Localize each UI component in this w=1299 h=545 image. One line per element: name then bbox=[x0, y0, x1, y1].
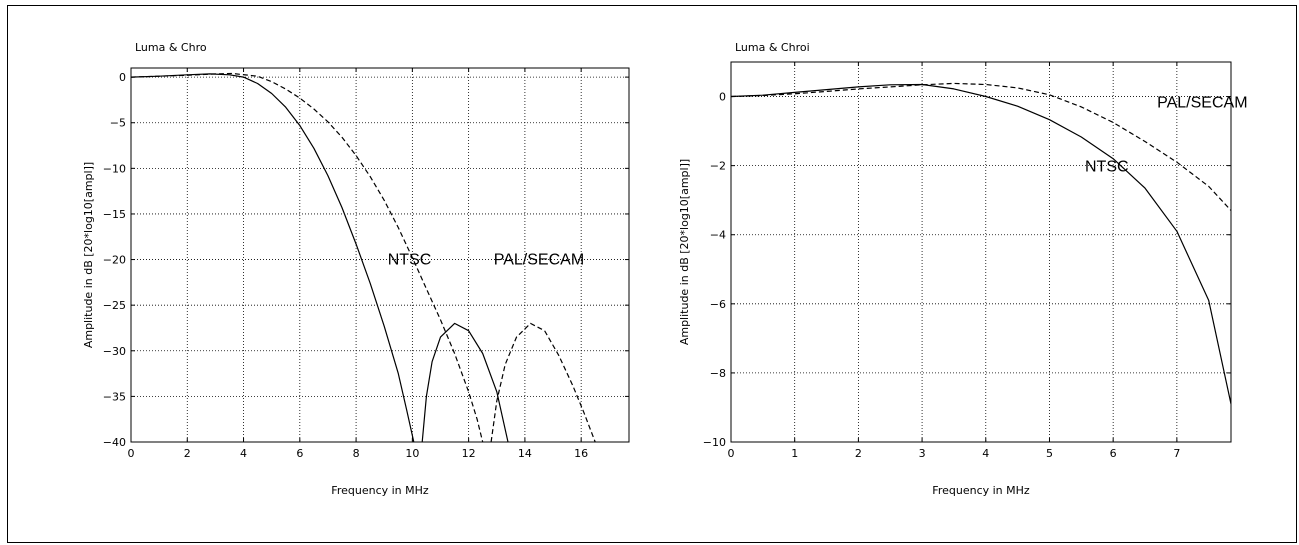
y-tick-label: −25 bbox=[103, 299, 126, 312]
plot-area-border bbox=[730, 61, 1232, 443]
y-tick-label: 0 bbox=[719, 91, 726, 104]
y-tick-label: 0 bbox=[119, 71, 126, 84]
y-tick-label: −40 bbox=[103, 436, 126, 449]
x-tick-label: 6 bbox=[1110, 447, 1117, 460]
x-tick-label: 0 bbox=[128, 447, 135, 460]
y-tick-label: −4 bbox=[710, 229, 726, 242]
y-tick-label: −5 bbox=[110, 117, 126, 130]
x-tick-label: 6 bbox=[296, 447, 303, 460]
x-tick-label: 10 bbox=[405, 447, 419, 460]
y-tick-label: −30 bbox=[103, 345, 126, 358]
x-tick-label: 1 bbox=[791, 447, 798, 460]
y-tick-label: −10 bbox=[703, 436, 726, 449]
y-axis-label: Amplitude in dB [20*log10[ampl]] bbox=[82, 162, 95, 348]
y-axis-label: Amplitude in dB [20*log10[ampl]] bbox=[678, 159, 691, 345]
x-tick-label: 16 bbox=[574, 447, 588, 460]
figure-frame bbox=[7, 5, 1297, 543]
chart-title: Luma & Chro bbox=[135, 41, 207, 54]
y-tick-label: −10 bbox=[103, 162, 126, 175]
chart-1: 0 2 4 6 8 10 12 14 16 0 −5 −10 −15 −20 −25 −30 −35 −40 NTS… bbox=[82, 41, 630, 497]
x-tick-label: 3 bbox=[919, 447, 926, 460]
x-tick-label: 4 bbox=[982, 447, 989, 460]
y-tick-label: −20 bbox=[103, 254, 126, 267]
x-tick-label: 2 bbox=[184, 447, 191, 460]
series-line-pal-secam bbox=[731, 82, 1231, 211]
chart-title: Luma & Chroi bbox=[735, 41, 810, 54]
x-axis-label: Frequency in MHz bbox=[331, 484, 429, 497]
curve-label: PAL/SECAM bbox=[494, 252, 584, 269]
curve-label: PAL/SECAM bbox=[1157, 95, 1247, 112]
plot-area-border bbox=[130, 67, 630, 443]
y-tick-label: −8 bbox=[710, 367, 726, 380]
x-axis-label: Frequency in MHz bbox=[932, 484, 1030, 497]
y-tick-label: −35 bbox=[103, 390, 126, 403]
y-tick-label: −2 bbox=[710, 160, 726, 173]
x-tick-label: 14 bbox=[518, 447, 532, 460]
series-line-ntsc bbox=[731, 83, 1231, 405]
x-tick-label: 8 bbox=[353, 447, 360, 460]
y-tick-label: −6 bbox=[710, 298, 726, 311]
series-line-ntsc bbox=[421, 322, 509, 442]
series-line-pal-secam bbox=[131, 72, 484, 442]
x-tick-label: 7 bbox=[1173, 447, 1180, 460]
x-tick-label: 0 bbox=[728, 447, 735, 460]
chart-2: 0 1 2 3 4 5 6 7 0 −2 −4 −6 −8 −10 NTSC PAL/SECAM Luma & … bbox=[678, 41, 1248, 497]
curve-label: NTSC bbox=[388, 252, 432, 269]
x-tick-label: 12 bbox=[462, 447, 476, 460]
y-tick-label: −15 bbox=[103, 208, 126, 221]
curve-label: NTSC bbox=[1085, 159, 1129, 176]
x-tick-label: 5 bbox=[1046, 447, 1053, 460]
x-tick-label: 4 bbox=[240, 447, 247, 460]
series-line-pal-secam bbox=[490, 322, 596, 442]
x-tick-label: 2 bbox=[855, 447, 862, 460]
series-line-ntsc bbox=[131, 73, 415, 442]
